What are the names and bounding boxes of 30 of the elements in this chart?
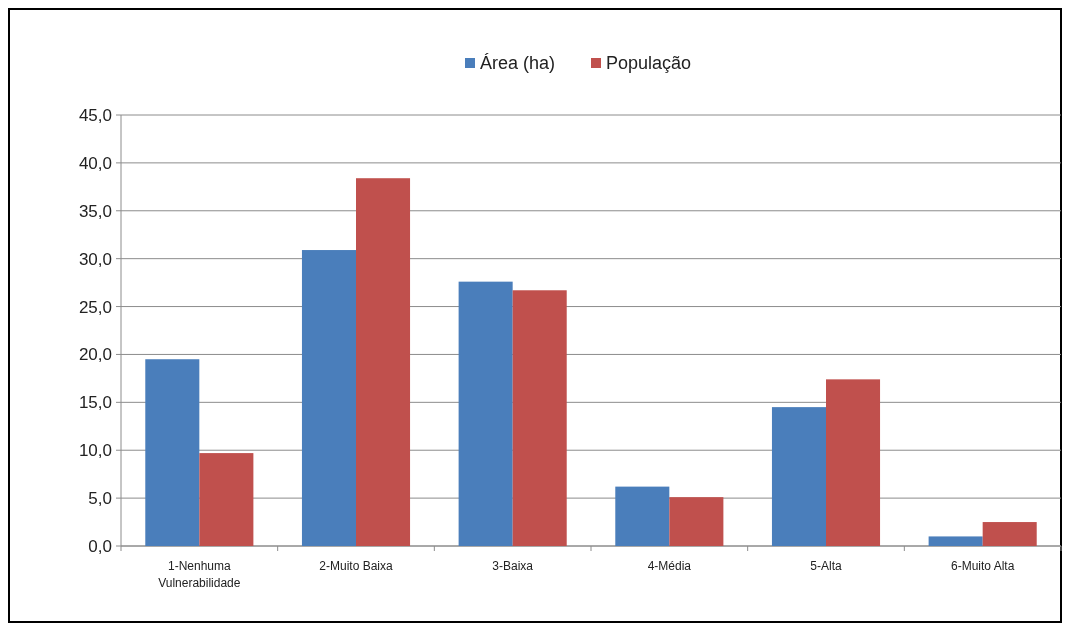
- x-tick-label: 6-Muito Alta: [950, 559, 1015, 573]
- y-tick-label: 0,0: [88, 536, 112, 556]
- x-tick-label: 4-Média: [647, 559, 692, 573]
- bar: [145, 359, 200, 546]
- y-tick-label: 10,0: [78, 441, 112, 461]
- x-tick-label: 2-Muito Baixa: [319, 559, 393, 573]
- y-tick-label: 30,0: [78, 249, 112, 269]
- bar: [982, 522, 1037, 546]
- y-tick-label: 25,0: [78, 297, 112, 317]
- y-tick-label: 20,0: [78, 345, 112, 365]
- bar: [615, 486, 670, 546]
- y-tick-label: 40,0: [78, 153, 112, 173]
- y-tick-label: 5,0: [88, 489, 112, 509]
- bar: [928, 536, 983, 546]
- x-tick-label: 3-Baixa: [492, 559, 534, 573]
- bar: [826, 379, 881, 546]
- y-tick-label: 35,0: [78, 201, 112, 221]
- bar: [356, 178, 411, 546]
- y-tick-label: 15,0: [78, 393, 112, 413]
- x-tick-label: 5-Alta: [810, 559, 842, 573]
- legend-label: Área (ha): [480, 53, 556, 74]
- legend-label: População: [606, 53, 692, 74]
- bar: [301, 250, 356, 546]
- bar: [669, 497, 724, 546]
- bar: [771, 407, 826, 546]
- x-tick-label: 1-Nenhuma Vulnerabilidade: [158, 559, 241, 590]
- y-tick-label: 45,0: [78, 105, 112, 125]
- bar: [199, 453, 254, 546]
- bar: [512, 290, 567, 546]
- bar: [458, 281, 513, 546]
